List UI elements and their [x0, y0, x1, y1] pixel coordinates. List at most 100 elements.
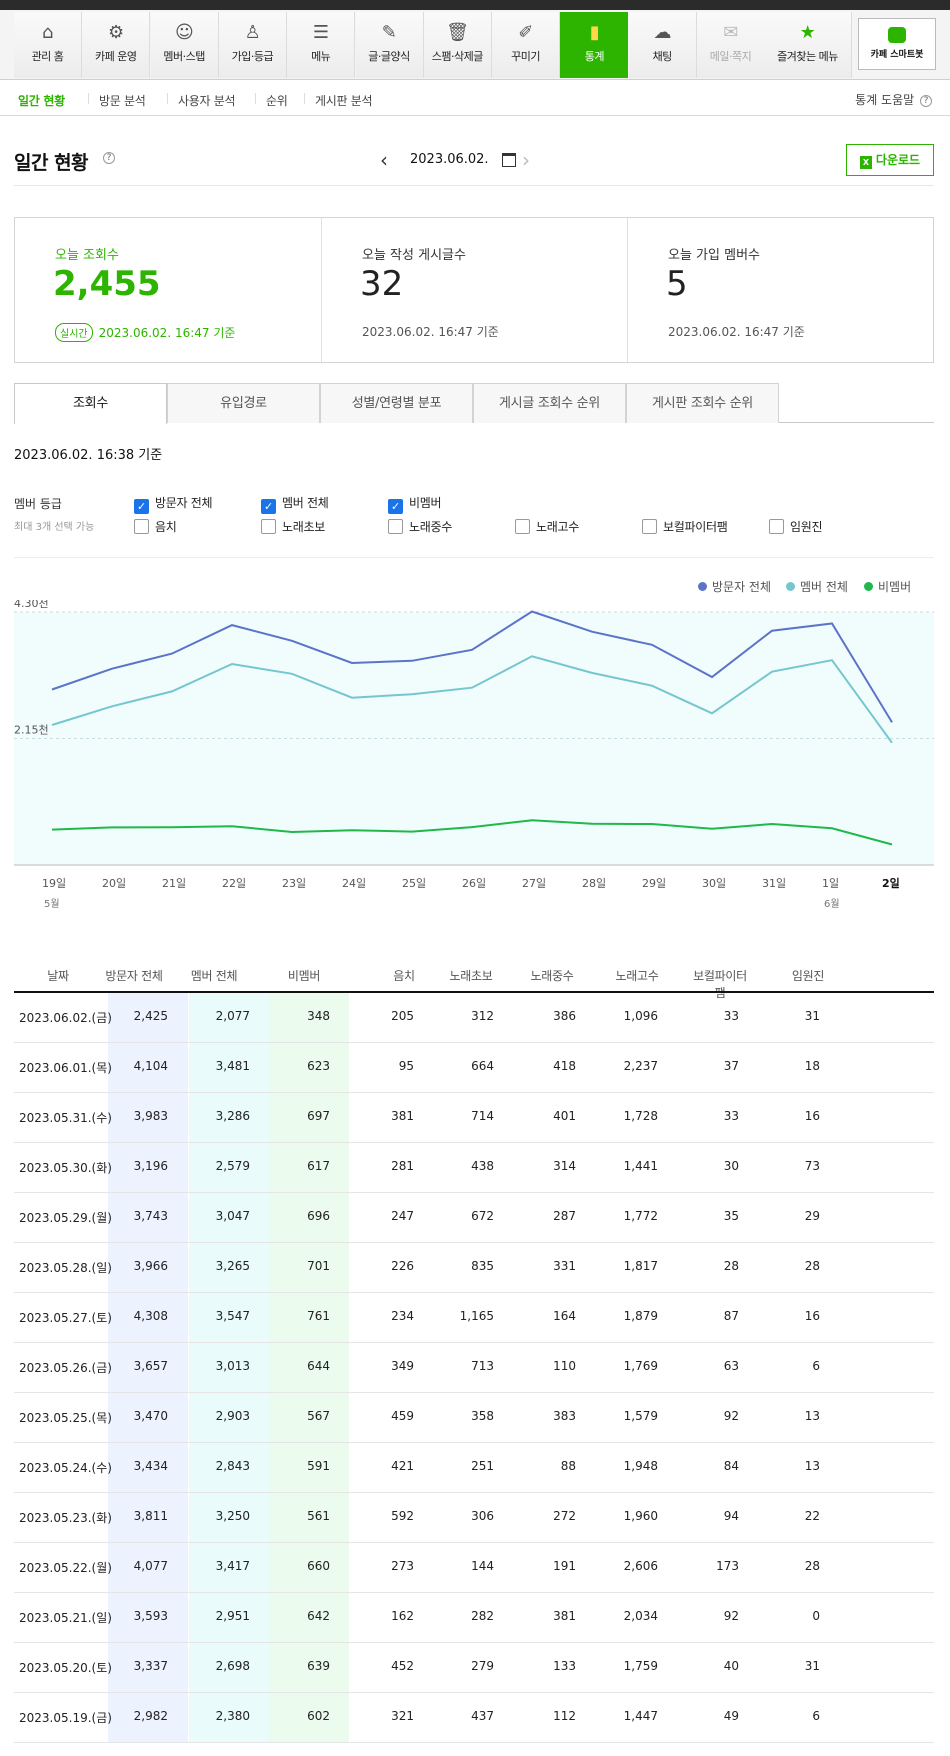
row-divider: [14, 1292, 934, 1293]
value-cell: 642: [307, 1609, 330, 1623]
filter-checkbox[interactable]: 노래중수: [388, 518, 452, 535]
value-cell: 314: [553, 1159, 576, 1173]
next-date-icon[interactable]: ›: [522, 148, 530, 172]
nav-item-label: 가입·등급: [231, 50, 274, 63]
value-cell: 2,077: [215, 1009, 250, 1023]
tab-1[interactable]: 유입경로: [167, 383, 320, 423]
value-cell: 358: [471, 1409, 494, 1423]
nav-item-user-grade[interactable]: ♙ 가입·등급: [218, 12, 287, 78]
stat-members: 오늘 가입 멤버수 5 2023.06.02. 16:47 기준: [628, 218, 934, 362]
value-cell: 672: [471, 1209, 494, 1223]
checkmark-icon: ✓: [388, 499, 403, 514]
gear-icon: ⚙: [107, 22, 124, 43]
nav-item-trash[interactable]: 🗑 스팸·삭제글: [423, 12, 492, 78]
nav-item-mail[interactable]: ✉ 메일·쪽지: [697, 12, 765, 78]
nav-item-home[interactable]: ⌂ 관리 홈: [14, 12, 82, 78]
subnav-separator: [304, 93, 305, 104]
page-title: 일간 현황: [14, 152, 89, 174]
table-row: 2023.05.19.(금) 2,982 2,380 602 321 437 112 1,44…: [14, 1693, 934, 1743]
value-cell: 697: [307, 1109, 330, 1123]
subnav-item[interactable]: 순위: [266, 94, 288, 108]
nav-item-label: 메일·쪽지: [709, 50, 752, 63]
x-tick-label: 28일: [582, 876, 606, 890]
title-bar: 일간 현황 ? ‹ 2023.06.02. › X 다운로드: [14, 130, 934, 186]
table-row: 2023.05.27.(토) 4,308 3,547 761 234 1,165 164 1,…: [14, 1293, 934, 1343]
value-cell: 33: [723, 1009, 739, 1023]
subnav-item[interactable]: 방문 분석: [99, 94, 146, 108]
nav-item-brush[interactable]: ✐ 꾸미기: [492, 12, 561, 78]
stats-help-link[interactable]: 통계 도움말 ?: [855, 91, 932, 108]
table-row: 2023.05.30.(화) 3,196 2,579 617 281 438 314 1,44…: [14, 1143, 934, 1193]
nav-item-bar-chart[interactable]: ▮ 통계: [560, 12, 629, 78]
value-cell: 133: [553, 1659, 576, 1673]
value-cell: 30: [723, 1159, 739, 1173]
value-cell: 28: [804, 1559, 820, 1573]
value-cell: 459: [391, 1409, 414, 1423]
legend-item[interactable]: 방문자 전체: [698, 578, 771, 595]
subnav-item[interactable]: 사용자 분석: [178, 94, 236, 108]
table-row: 2023.05.20.(토) 3,337 2,698 639 452 279 133 1,75…: [14, 1643, 934, 1693]
nav-item-star[interactable]: ★ 즐겨찾는 메뉴: [764, 12, 852, 78]
value-cell: 1,769: [623, 1359, 658, 1373]
nav-item-label: 즐겨찾는 메뉴: [777, 50, 838, 63]
title-help-icon[interactable]: ?: [103, 152, 115, 164]
series-line-0: [51, 610, 893, 723]
tab-2[interactable]: 성별/연령별 분포: [320, 383, 473, 423]
admin-nav: ⌂ 관리 홈 ⚙ 카페 운영 ☺ 멤버·스탭 ♙ 가입·등급 ☰ 메뉴 ✎ 글·글양식 🗑 스팸·삭제글 ✐…: [0, 10, 950, 80]
x-tick-label: 24일: [342, 876, 366, 890]
prev-date-icon[interactable]: ‹: [380, 148, 388, 172]
value-cell: 2,606: [623, 1559, 658, 1573]
value-cell: 1,879: [623, 1309, 658, 1323]
value-cell: 162: [391, 1609, 414, 1623]
stat-posts-value: 32: [360, 264, 404, 304]
date-cell: 2023.06.02.(금): [19, 1011, 112, 1025]
value-cell: 31: [804, 1009, 820, 1023]
subnav-item[interactable]: 일간 현황: [18, 94, 65, 108]
stat-views-timestamp: 실시간 2023.06.02. 16:47 기준: [55, 323, 235, 342]
tab-4[interactable]: 게시판 조회수 순위: [626, 383, 779, 423]
legend-item[interactable]: 멤버 전체: [786, 578, 848, 595]
nav-item-label: 글·글양식: [368, 50, 410, 63]
tab-3[interactable]: 게시글 조회수 순위: [473, 383, 626, 423]
value-cell: 92: [723, 1609, 739, 1623]
nav-item-pencil[interactable]: ✎ 글·글양식: [355, 12, 424, 78]
filter-checkbox[interactable]: 노래고수: [515, 518, 579, 535]
download-button[interactable]: X 다운로드: [846, 144, 934, 176]
tab-0[interactable]: 조회수: [14, 383, 167, 424]
filter-checkbox[interactable]: ✓ 방문자 전체: [134, 494, 213, 514]
nav-item-chat[interactable]: ☁ 채팅: [628, 12, 697, 78]
value-cell: 401: [553, 1109, 576, 1123]
value-cell: 2,425: [133, 1009, 168, 1023]
filter-checkbox[interactable]: 음치: [134, 518, 177, 535]
nav-item-gear[interactable]: ⚙ 카페 운영: [82, 12, 151, 78]
smartbot-button[interactable]: 카페 스마트봇: [858, 18, 936, 70]
value-cell: 3,593: [133, 1609, 168, 1623]
date-cell: 2023.05.25.(목): [19, 1411, 112, 1425]
date-cell: 2023.05.20.(토): [19, 1661, 112, 1675]
x-tick-label: 25일: [402, 876, 426, 890]
date-cell: 2023.05.21.(일): [19, 1611, 112, 1625]
subnav-item[interactable]: 게시판 분석: [315, 94, 373, 108]
value-cell: 3,337: [133, 1659, 168, 1673]
legend-item[interactable]: 비멤버: [864, 578, 911, 595]
nav-item-members[interactable]: ☺ 멤버·스탭: [150, 12, 219, 78]
value-cell: 3,047: [215, 1209, 250, 1223]
column-header: 날짜: [47, 969, 69, 983]
value-cell: 714: [471, 1109, 494, 1123]
filter-checkbox[interactable]: 노래초보: [261, 518, 325, 535]
nav-item-menu-settings[interactable]: ☰ 메뉴: [287, 12, 356, 78]
legend-dot: [864, 582, 873, 591]
filter-checkbox[interactable]: 보컬파이터팸: [642, 518, 728, 535]
row-divider: [14, 1442, 934, 1443]
filter-checkbox[interactable]: ✓ 비멤버: [388, 494, 442, 514]
value-cell: 3,286: [215, 1109, 250, 1123]
date-cell: 2023.05.19.(금): [19, 1711, 112, 1725]
stat-members-timestamp: 2023.06.02. 16:47 기준: [668, 325, 805, 339]
filter-checkbox[interactable]: 임원진: [769, 518, 823, 535]
date-cell: 2023.05.23.(화): [19, 1511, 112, 1525]
value-cell: 95: [398, 1059, 414, 1073]
filter-checkbox[interactable]: ✓ 멤버 전체: [261, 494, 329, 514]
value-cell: 73: [804, 1159, 820, 1173]
calendar-icon[interactable]: [502, 153, 516, 167]
value-cell: 247: [391, 1209, 414, 1223]
